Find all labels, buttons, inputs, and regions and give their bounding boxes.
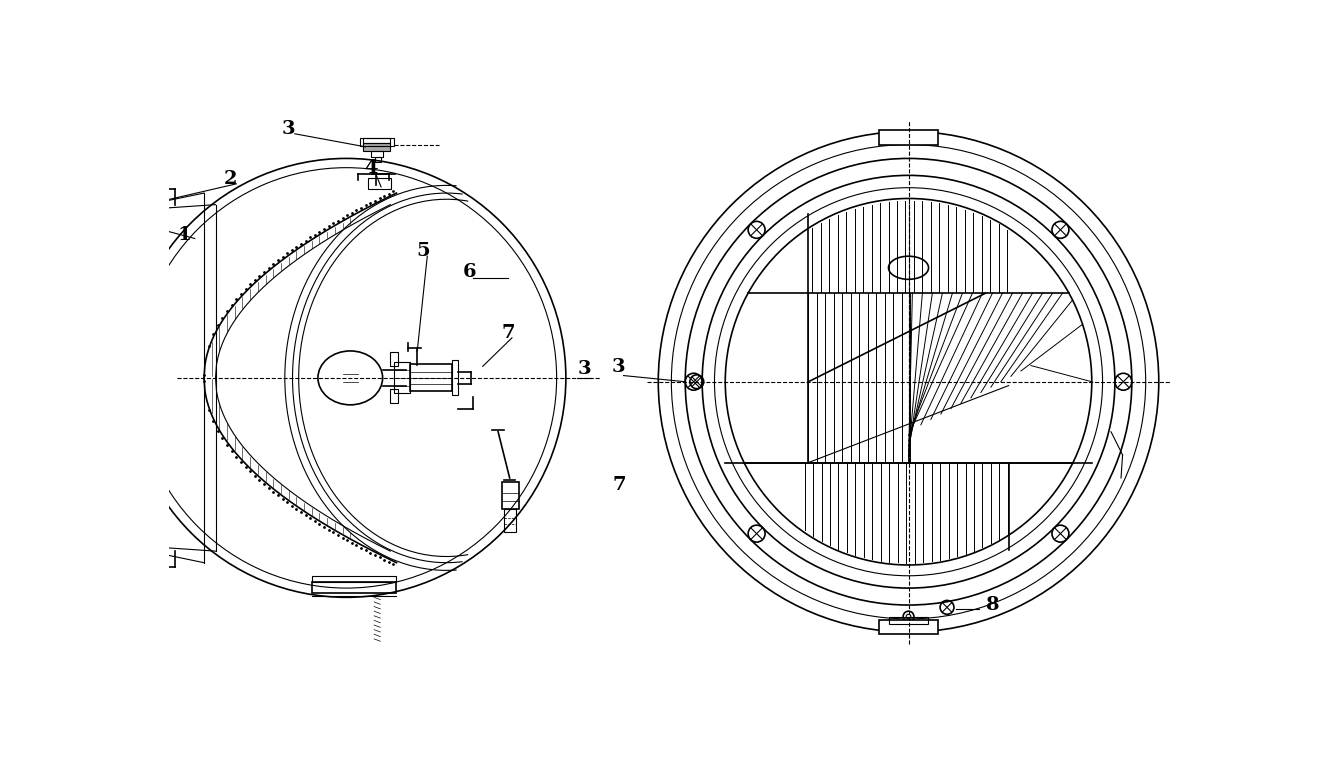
Text: 3: 3: [282, 120, 296, 138]
Bar: [890, 616, 928, 624]
Bar: [360, 139, 394, 146]
Bar: [364, 143, 390, 151]
Bar: [452, 360, 458, 395]
Text: 1: 1: [178, 226, 191, 245]
Text: 4: 4: [364, 159, 377, 178]
Bar: [394, 363, 409, 393]
Bar: [879, 130, 938, 146]
Text: 7: 7: [612, 475, 625, 494]
Text: 2: 2: [224, 170, 238, 188]
Bar: [368, 178, 390, 189]
Text: 6: 6: [462, 263, 477, 280]
Bar: [390, 389, 398, 403]
Text: 3: 3: [578, 360, 591, 378]
Text: 3: 3: [612, 358, 625, 376]
Bar: [312, 576, 397, 582]
Bar: [374, 157, 381, 162]
Bar: [390, 353, 398, 367]
Bar: [371, 151, 384, 157]
Text: 8: 8: [985, 597, 999, 614]
Text: 5: 5: [417, 242, 430, 260]
Text: 7: 7: [502, 324, 515, 342]
Bar: [364, 139, 390, 143]
Bar: [505, 509, 515, 532]
Bar: [502, 482, 519, 509]
Bar: [879, 620, 938, 633]
Bar: [409, 364, 452, 391]
Ellipse shape: [317, 351, 382, 405]
Bar: [312, 582, 397, 594]
